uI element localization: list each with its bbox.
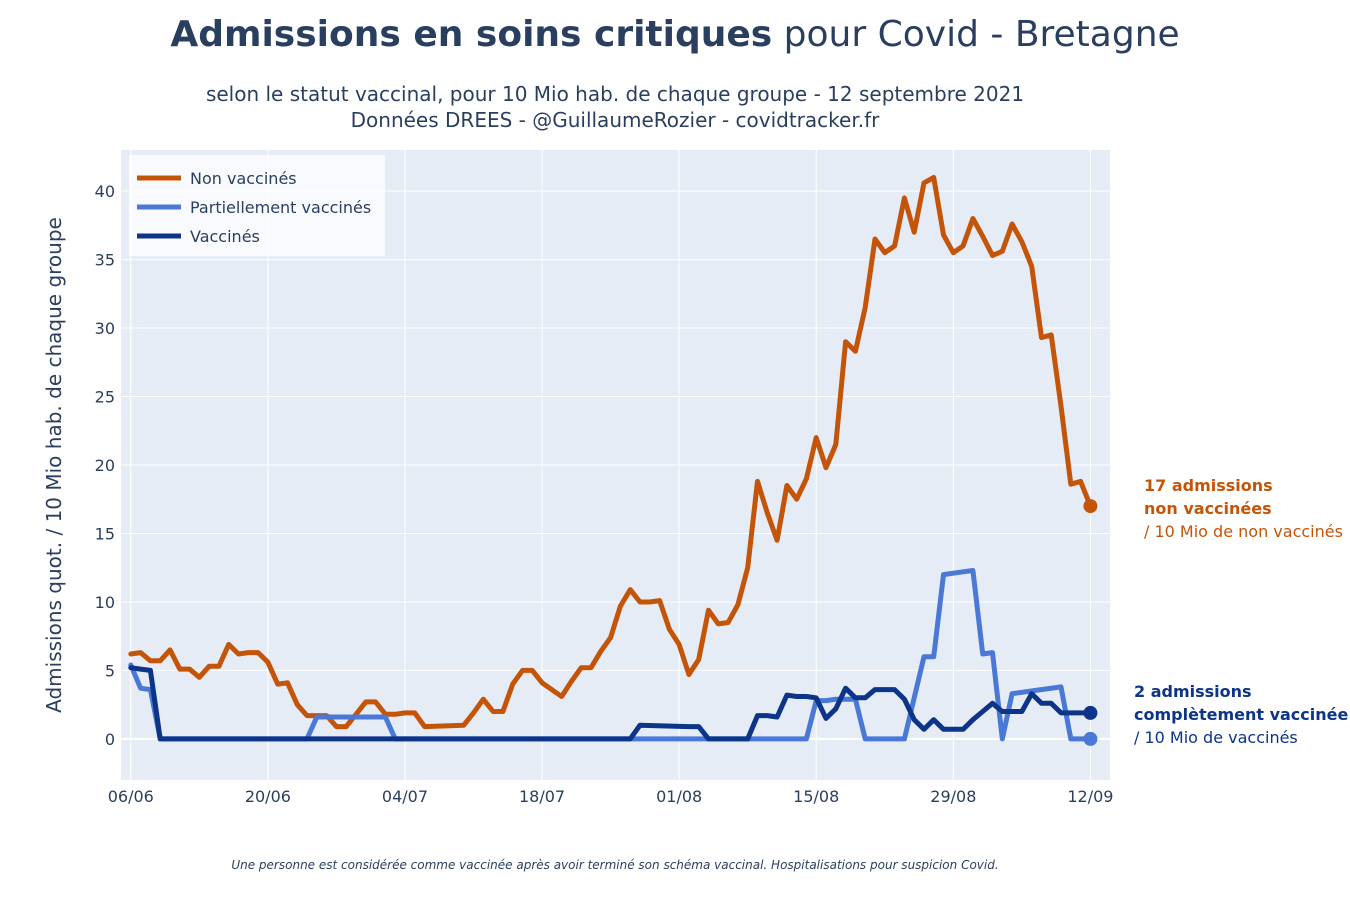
annotation-non-vaccines-line3: / 10 Mio de non vaccinés [1144, 522, 1343, 541]
chart-title-bold: Admissions en soins critiques [170, 14, 773, 55]
annotation-non-vaccines-line2: non vaccinées [1144, 499, 1272, 518]
x-tick-label: 20/06 [245, 787, 291, 806]
chart-title: Admissions en soins critiques pour Covid… [0, 14, 1350, 55]
x-tick-label: 06/06 [108, 787, 154, 806]
chart-subtitle-line1: selon le statut vaccinal, pour 10 Mio ha… [205, 82, 1025, 106]
x-tick-label: 12/09 [1067, 787, 1113, 806]
legend-item-partiellement-vaccines: Partiellement vaccinés [190, 198, 371, 217]
annotation-non-vaccines: 17 admissions non vaccinées / 10 Mio de … [1144, 474, 1343, 543]
legend-item-non-vaccines: Non vaccinés [190, 169, 297, 188]
annotation-non-vaccines-line1: 17 admissions [1144, 476, 1273, 495]
series-line-vaccines [128, 665, 1093, 742]
legend-item-vaccines: Vaccinés [190, 227, 260, 246]
y-tick-label: 15 [95, 524, 115, 543]
y-tick-label: 40 [95, 182, 115, 201]
end-marker-vaccines [1083, 705, 1098, 720]
x-tick-label: 01/08 [656, 787, 702, 806]
x-tick-label: 18/07 [519, 787, 565, 806]
annotation-vaccines: 2 admissions complètement vaccinée / 10 … [1134, 680, 1348, 749]
y-tick-label: 35 [95, 251, 115, 270]
y-tick-label: 5 [105, 661, 115, 680]
footnote: Une personne est considérée comme vaccin… [231, 858, 999, 872]
y-tick-label: 20 [95, 456, 115, 475]
y-tick-label: 10 [95, 593, 115, 612]
annotation-vaccines-line2: complètement vaccinée [1134, 705, 1349, 724]
annotation-vaccines-line3: / 10 Mio de vaccinés [1134, 728, 1298, 747]
end-marker-partiellement-vaccines [1083, 731, 1098, 746]
chart-title-rest: pour Covid - Bretagne [772, 14, 1180, 55]
series-line-partiellement-vaccines [128, 568, 1093, 742]
annotation-vaccines-line1: 2 admissions [1134, 682, 1252, 701]
x-tick-label: 15/08 [793, 787, 839, 806]
end-marker-non-vaccines [1083, 499, 1098, 514]
y-tick-label: 0 [105, 730, 115, 749]
y-tick-label: 25 [95, 388, 115, 407]
chart-subtitle-line2: Données DREES - @GuillaumeRozier - covid… [350, 108, 880, 132]
x-tick-label: 29/08 [930, 787, 976, 806]
x-tick-label: 04/07 [382, 787, 428, 806]
y-tick-label: 30 [95, 319, 115, 338]
series-line-non-vaccines [128, 174, 1093, 730]
